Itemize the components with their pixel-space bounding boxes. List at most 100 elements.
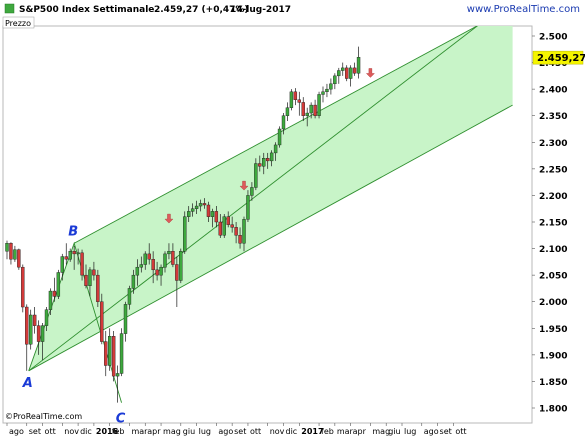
candle-body — [266, 158, 270, 162]
candle-body — [230, 224, 234, 228]
trend-channel — [28, 26, 513, 371]
candle — [352, 62, 357, 76]
x-tick-label: 2016 — [96, 427, 119, 436]
candle-body — [56, 272, 61, 297]
header-symbol: S&P500 Index — [19, 5, 90, 15]
candle-body — [356, 57, 361, 74]
x-tick-label: giu — [388, 427, 400, 436]
candle-body — [100, 301, 104, 342]
candle-body — [123, 304, 128, 334]
candle — [250, 182, 254, 201]
x-tick-label: ott — [455, 427, 466, 436]
candle — [72, 245, 76, 270]
x-tick-label: feb — [321, 427, 334, 436]
y-tick-label: 2.400 — [539, 86, 567, 96]
x-tick-label: lug — [199, 427, 211, 436]
candle — [309, 102, 313, 119]
candle-body — [214, 211, 219, 223]
candle — [345, 65, 349, 82]
candle-body — [155, 269, 159, 276]
candle — [123, 301, 128, 342]
candle — [111, 330, 116, 382]
y-tick-label: 2.500 — [539, 33, 567, 43]
y-tick-label: 2.050 — [539, 272, 567, 282]
y-axis: 2.5002.4502.4002.3502.3002.2502.2002.150… — [532, 33, 567, 415]
down-arrow-icon — [365, 68, 375, 78]
candle-body — [151, 259, 155, 271]
candle-body — [325, 88, 329, 93]
y-tick-label: 1.850 — [539, 378, 567, 388]
candle — [183, 211, 187, 254]
candle — [151, 251, 155, 284]
pattern-label-a: A — [22, 376, 33, 391]
candle — [277, 126, 282, 148]
candle — [325, 83, 329, 98]
candle — [190, 203, 195, 217]
x-tick-label: mag — [372, 427, 390, 436]
candle-body — [115, 373, 120, 377]
y-tick-label: 2.100 — [539, 245, 567, 255]
candle — [9, 242, 13, 265]
candle — [262, 152, 266, 175]
candle — [143, 251, 147, 270]
candle-body — [222, 216, 226, 236]
candle-body — [321, 91, 325, 95]
candle-body — [305, 112, 309, 116]
candle-body — [218, 221, 223, 236]
x-tick-label: 2017 — [301, 427, 323, 436]
candle — [198, 199, 203, 212]
candle — [119, 328, 124, 377]
candle — [329, 78, 333, 95]
candle-body — [337, 70, 341, 77]
candle-body — [48, 290, 53, 310]
last-price-tag: 2.459,27 — [532, 50, 585, 65]
candle — [258, 155, 262, 172]
candle — [242, 216, 246, 252]
candle-body — [242, 219, 246, 244]
candle — [186, 206, 191, 222]
candle — [175, 256, 179, 308]
candle — [226, 211, 230, 228]
candle — [139, 256, 144, 273]
x-tick-label: set — [440, 427, 452, 436]
y-tick-label: 2.300 — [539, 139, 567, 149]
candle — [40, 322, 45, 361]
candle-body — [25, 306, 29, 345]
x-tick-label: mar — [131, 427, 148, 436]
candle-body — [17, 249, 21, 268]
candle-body — [273, 144, 278, 154]
candle — [92, 261, 96, 281]
candle-body — [281, 115, 286, 130]
header-source: www.ProRealTime.com — [467, 4, 580, 15]
candle — [25, 304, 29, 371]
candle — [155, 261, 159, 281]
candle — [333, 73, 337, 90]
candle-body — [194, 205, 199, 209]
candle — [163, 251, 167, 273]
candle-body — [147, 253, 151, 260]
candle — [238, 227, 242, 249]
candle — [266, 152, 270, 169]
candle-body — [179, 251, 183, 281]
candle — [68, 248, 72, 262]
candle-body — [76, 252, 80, 255]
candle-body — [60, 256, 64, 273]
candle — [44, 307, 49, 331]
candle — [29, 309, 33, 350]
candle-body — [40, 325, 45, 342]
candle-body — [143, 253, 147, 265]
candle-body — [289, 91, 294, 108]
candle — [104, 330, 108, 377]
candle — [21, 264, 25, 313]
candle-body — [135, 266, 140, 276]
candle-body — [210, 211, 215, 217]
candle-body — [64, 256, 68, 260]
x-tick-label: feb — [112, 427, 125, 436]
candle-body — [262, 158, 266, 167]
candle — [305, 107, 309, 127]
candle-body — [92, 269, 96, 276]
y-tick-label: 1.950 — [539, 325, 567, 335]
x-tick-label: set — [29, 427, 41, 436]
candle — [167, 243, 171, 260]
